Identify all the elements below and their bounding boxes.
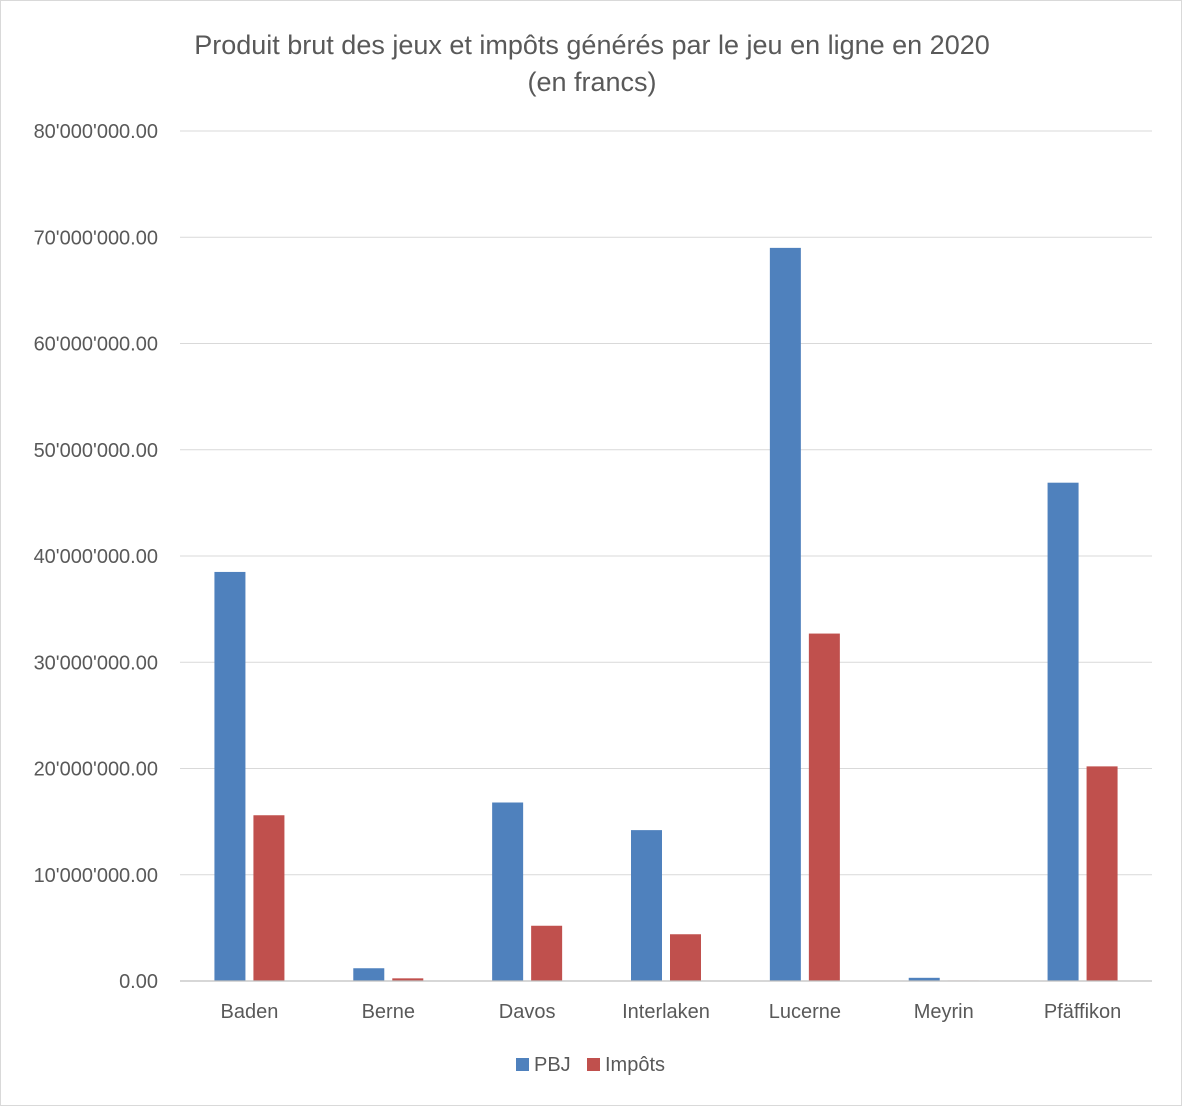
bar-pbj-davos bbox=[492, 802, 524, 981]
x-axis-categories: Baden Berne Davos Interlaken Lucerne Meyrin Pf… bbox=[221, 1001, 1122, 1023]
bar-impots-baden bbox=[253, 815, 285, 981]
x-category-label: Meyrin bbox=[914, 1001, 974, 1023]
chart-title: Produit brut des jeux et impôts générés … bbox=[194, 30, 990, 60]
x-category-label: Interlaken bbox=[622, 1001, 710, 1023]
legend-label-pbj: PBJ bbox=[534, 1054, 571, 1076]
legend-swatch-impots bbox=[587, 1058, 600, 1071]
gridlines bbox=[180, 130, 1152, 876]
bar-pbj-berne bbox=[353, 968, 385, 981]
y-tick-label: 0.00 bbox=[119, 971, 158, 993]
x-category-label: Pfäffikon bbox=[1044, 1001, 1121, 1023]
y-tick-label: 60'000'000.00 bbox=[34, 334, 158, 356]
x-category-label: Davos bbox=[499, 1001, 556, 1023]
bar-pbj-lucerne bbox=[769, 247, 801, 981]
x-category-label: Lucerne bbox=[769, 1001, 841, 1023]
bar-impots-berne bbox=[392, 978, 424, 981]
y-tick-label: 30'000'000.00 bbox=[34, 652, 158, 674]
bar-pbj-meyrin bbox=[908, 977, 940, 981]
bar-pbj-pfäffikon bbox=[1047, 482, 1079, 981]
legend: PBJ Impôts bbox=[516, 1054, 665, 1076]
legend-swatch-pbj bbox=[516, 1058, 529, 1071]
y-tick-label: 80'000'000.00 bbox=[34, 121, 158, 143]
y-tick-label: 70'000'000.00 bbox=[34, 227, 158, 249]
y-axis-ticks: 0.00 10'000'000.00 20'000'000.00 30'000'000… bbox=[34, 121, 158, 993]
y-tick-label: 40'000'000.00 bbox=[34, 546, 158, 568]
y-tick-label: 10'000'000.00 bbox=[34, 865, 158, 887]
chart-subtitle: (en francs) bbox=[527, 67, 657, 97]
bar-impots-davos bbox=[531, 925, 563, 981]
legend-label-impots: Impôts bbox=[605, 1054, 665, 1076]
x-category-label: Baden bbox=[221, 1001, 279, 1023]
bars bbox=[214, 247, 1118, 981]
y-tick-label: 20'000'000.00 bbox=[34, 759, 158, 781]
bar-impots-interlaken bbox=[670, 934, 701, 981]
chart-title-block: Produit brut des jeux et impôts générés … bbox=[1, 27, 1182, 101]
bar-pbj-interlaken bbox=[631, 830, 662, 981]
bar-impots-lucerne bbox=[808, 633, 840, 981]
bar-impots-pfäffikon bbox=[1086, 766, 1118, 981]
bar-pbj-baden bbox=[214, 571, 246, 981]
y-tick-label: 50'000'000.00 bbox=[34, 440, 158, 462]
x-category-label: Berne bbox=[362, 1001, 415, 1023]
